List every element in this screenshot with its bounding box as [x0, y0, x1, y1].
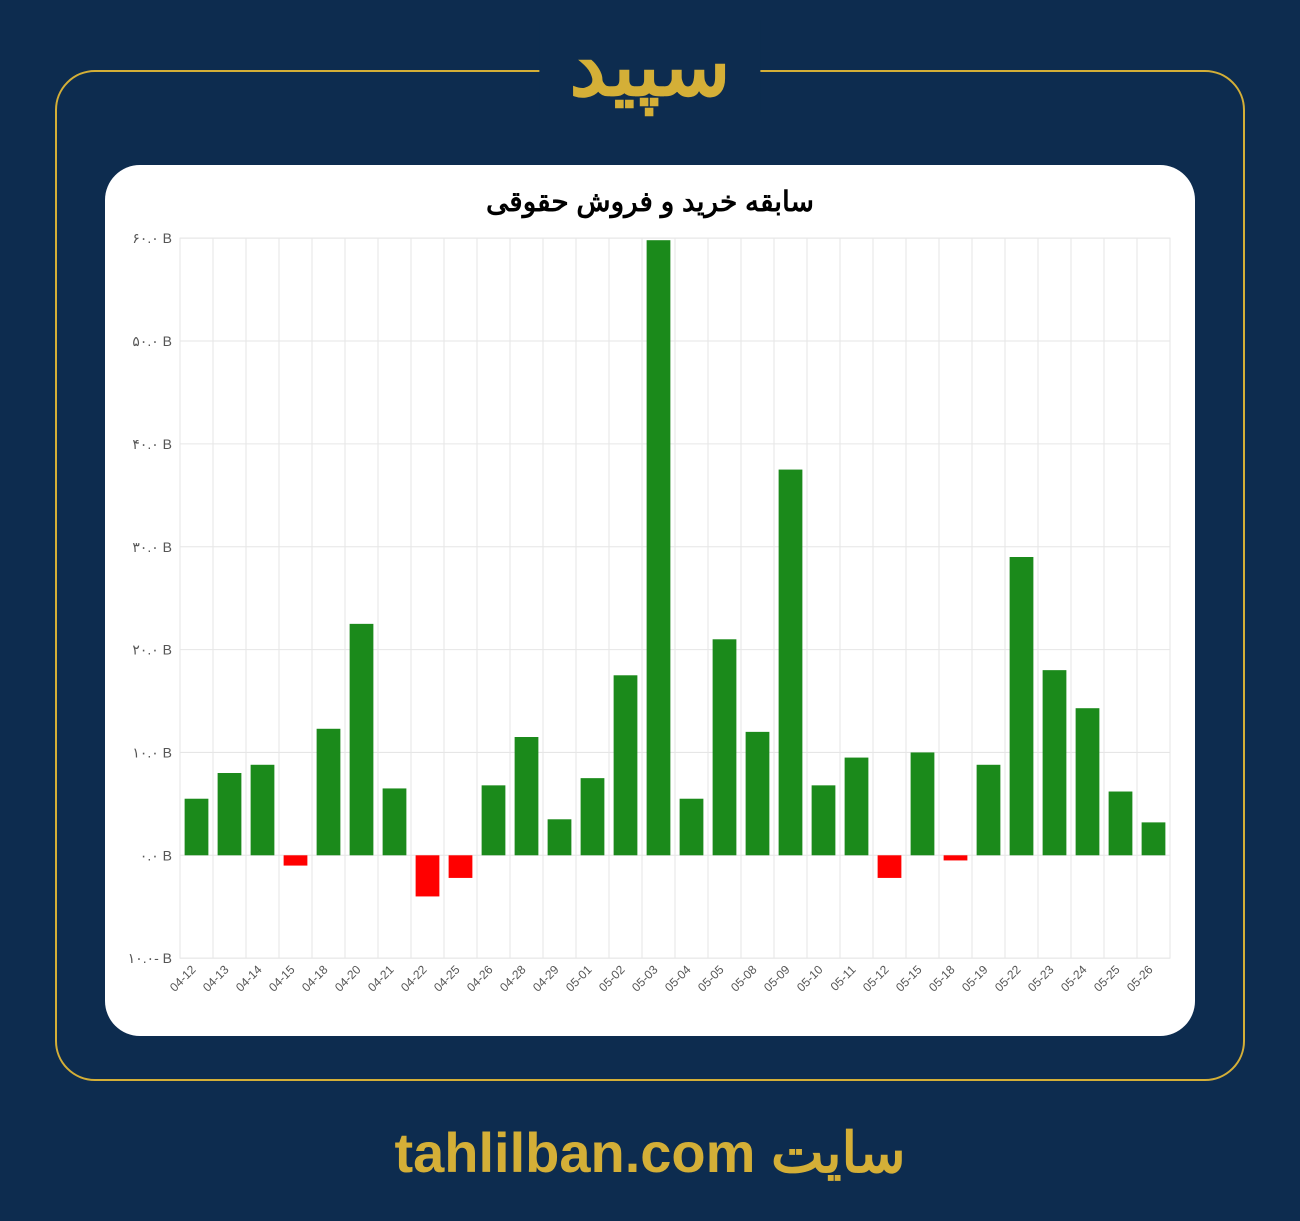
svg-text:05-11: 05-11 — [828, 962, 859, 994]
svg-text:05-12: 05-12 — [860, 962, 892, 994]
svg-text:04-29: 04-29 — [530, 962, 562, 994]
bar — [647, 240, 671, 855]
svg-text:04-21: 04-21 — [365, 962, 397, 994]
svg-text:05-18: 05-18 — [926, 962, 958, 994]
svg-text:05-04: 05-04 — [662, 962, 694, 994]
svg-text:۱۰.۰- B: ۱۰.۰- B — [128, 950, 172, 966]
svg-text:۴۰.۰ B: ۴۰.۰ B — [132, 436, 172, 452]
svg-text:۱۰.۰ B: ۱۰.۰ B — [132, 744, 172, 760]
svg-text:05-25: 05-25 — [1091, 962, 1123, 994]
svg-text:04-28: 04-28 — [497, 962, 529, 994]
svg-text:05-03: 05-03 — [629, 962, 661, 994]
bar — [383, 788, 407, 855]
bar-chart: ۱۰.۰- B ۰.۰ B ۱۰.۰ B ۲۰.۰ B ۳۰.۰ B ۴۰.۰ B ۵۰.۰… — [120, 228, 1180, 1019]
bar — [779, 470, 803, 856]
svg-text:04-13: 04-13 — [200, 962, 232, 994]
bar — [284, 855, 308, 865]
footer-site-url: tahlilban.com — [394, 1121, 755, 1184]
svg-text:05-02: 05-02 — [596, 962, 628, 994]
bar — [614, 675, 638, 855]
svg-text:04-20: 04-20 — [332, 962, 364, 994]
bar — [911, 752, 935, 855]
svg-text:04-26: 04-26 — [464, 962, 496, 994]
svg-text:05-26: 05-26 — [1124, 962, 1156, 994]
svg-text:05-23: 05-23 — [1025, 962, 1057, 994]
svg-text:05-22: 05-22 — [992, 962, 1024, 994]
bar — [944, 855, 968, 860]
svg-text:04-25: 04-25 — [431, 962, 463, 994]
bar — [746, 732, 770, 855]
svg-text:۵۰.۰ B: ۵۰.۰ B — [132, 333, 172, 349]
chart-title: سابقه خرید و فروش حقوقی — [120, 185, 1180, 218]
chart-area: ۱۰.۰- B ۰.۰ B ۱۰.۰ B ۲۰.۰ B ۳۰.۰ B ۴۰.۰ B ۵۰.۰… — [120, 228, 1180, 1019]
svg-text:۲۰.۰ B: ۲۰.۰ B — [132, 642, 172, 658]
bar — [185, 799, 209, 856]
chart-card: سابقه خرید و فروش حقوقی ۱۰.۰- B۰.۰ B۱۰.۰… — [105, 165, 1195, 1036]
bar — [878, 855, 902, 878]
bar — [251, 765, 275, 856]
bar — [1076, 708, 1100, 855]
bar — [812, 785, 836, 855]
bar — [680, 799, 704, 856]
svg-text:05-08: 05-08 — [728, 962, 760, 994]
svg-text:04-18: 04-18 — [299, 962, 331, 994]
footer: سایت tahlilban.com — [0, 1120, 1300, 1186]
brand-label: سپید — [539, 20, 760, 115]
bar — [482, 785, 506, 855]
svg-text:05-24: 05-24 — [1058, 962, 1090, 994]
svg-text:۰.۰ B: ۰.۰ B — [140, 847, 172, 863]
bar — [1142, 822, 1166, 855]
svg-text:04-12: 04-12 — [167, 962, 199, 994]
bar — [317, 729, 341, 856]
bar — [1109, 792, 1133, 856]
bar — [515, 737, 539, 855]
bar — [548, 819, 572, 855]
svg-text:05-05: 05-05 — [695, 962, 727, 994]
bar — [350, 624, 374, 855]
bar — [581, 778, 605, 855]
svg-text:04-15: 04-15 — [266, 962, 298, 994]
svg-text:۶۰.۰ B: ۶۰.۰ B — [132, 230, 172, 246]
svg-text:05-10: 05-10 — [794, 962, 826, 994]
bar — [977, 765, 1001, 856]
bar — [845, 758, 869, 856]
svg-text:05-19: 05-19 — [959, 962, 991, 994]
bar — [1010, 557, 1034, 855]
bar — [416, 855, 440, 896]
svg-text:04-22: 04-22 — [398, 962, 430, 994]
svg-text:۳۰.۰ B: ۳۰.۰ B — [132, 539, 172, 555]
svg-text:05-09: 05-09 — [761, 962, 793, 994]
footer-site-word: سایت — [771, 1121, 906, 1184]
svg-text:05-15: 05-15 — [893, 962, 925, 994]
bar — [218, 773, 242, 855]
bar — [713, 639, 737, 855]
bar — [449, 855, 473, 878]
svg-text:05-01: 05-01 — [563, 962, 595, 994]
bar — [1043, 670, 1067, 855]
svg-text:04-14: 04-14 — [233, 962, 265, 994]
